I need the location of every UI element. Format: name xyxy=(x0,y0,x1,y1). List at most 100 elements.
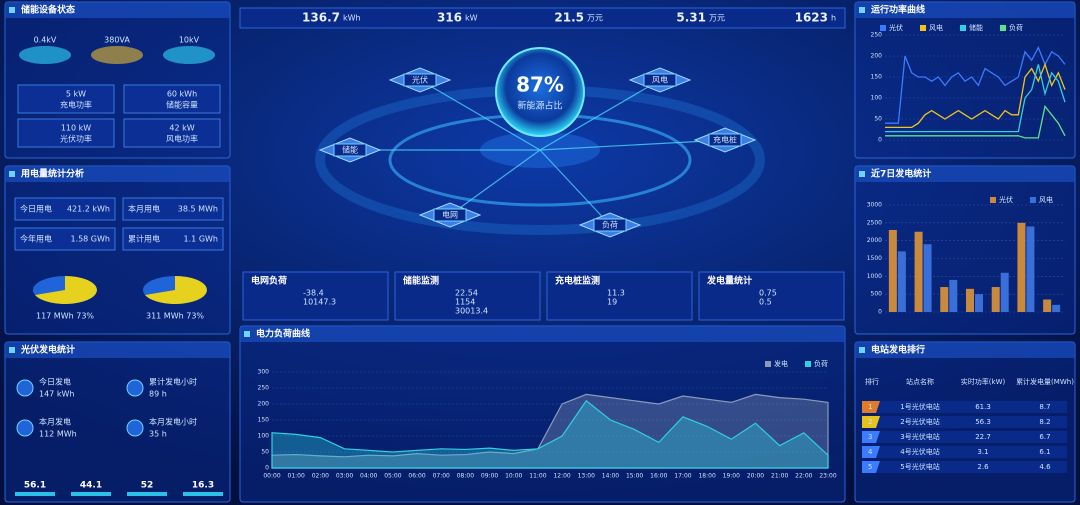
table-cell: 5号光伏电站 xyxy=(900,462,939,471)
legend-swatch xyxy=(990,197,996,203)
panel-title: 用电量统计分析 xyxy=(20,168,84,180)
info-value: 11.3 xyxy=(607,289,625,298)
item-icon xyxy=(126,419,144,437)
info-box xyxy=(546,271,693,321)
bar xyxy=(1052,304,1061,312)
usage-box xyxy=(14,197,116,221)
metric-value: 42 kW xyxy=(169,124,194,133)
node-tag xyxy=(403,73,437,87)
table-cell: 6.7 xyxy=(1039,433,1050,441)
metric-value: 60 kWh xyxy=(167,90,197,99)
item-label: 本月发电小时 xyxy=(149,417,197,427)
table-header: 实时功率(kW) xyxy=(961,377,1006,386)
x-tick-label: 08:00 xyxy=(457,473,474,480)
bar xyxy=(966,288,974,312)
node-label: 电网 xyxy=(442,210,458,220)
info-title: 电网负荷 xyxy=(251,275,287,287)
item-value: 112 MWh xyxy=(39,430,77,439)
table-cell: 2.6 xyxy=(977,463,989,471)
kpi-value: 316 xyxy=(437,11,462,25)
table-cell: 3号光伏电站 xyxy=(900,432,939,441)
header-icon xyxy=(244,331,250,337)
kpi-unit: 万元 xyxy=(709,14,725,23)
legend-swatch xyxy=(880,25,886,31)
info-box xyxy=(698,271,845,321)
bar xyxy=(888,229,897,312)
y-tick-label: 250 xyxy=(258,385,270,392)
table-cell: 3 xyxy=(868,433,872,441)
x-tick-label: 16:00 xyxy=(650,473,667,480)
header-icon xyxy=(859,171,865,177)
header-icon xyxy=(859,347,865,353)
x-tick-label: 18:00 xyxy=(698,473,715,480)
bottom-value: 44.1 xyxy=(80,481,102,491)
kpi-value: 136.7 xyxy=(302,11,340,25)
x-tick-label: 13:00 xyxy=(578,473,595,480)
table-cell: 22.7 xyxy=(975,433,991,441)
table-cell: 1号光伏电站 xyxy=(900,402,939,411)
info-value: 1154 xyxy=(455,298,475,307)
item-value: 89 h xyxy=(149,390,167,399)
kpi-value: 21.5 xyxy=(554,11,584,25)
y-tick-label: 0 xyxy=(878,137,882,144)
bar xyxy=(1043,299,1052,312)
bottom-base xyxy=(183,492,223,496)
node-tag xyxy=(333,143,367,157)
info-value: 0.75 xyxy=(759,289,777,298)
kpi-value: 5.31 xyxy=(676,11,706,25)
legend-label: 风电 xyxy=(1039,195,1053,204)
panel-header xyxy=(5,166,230,182)
table-cell: 8.2 xyxy=(1039,418,1050,426)
table-header: 累计发电量(MWh) xyxy=(1016,377,1074,386)
metric-value: 5 kW xyxy=(66,90,86,99)
table-cell: 4 xyxy=(868,448,873,456)
flow-line xyxy=(539,139,726,151)
metric-box xyxy=(17,118,115,148)
header-icon xyxy=(9,347,15,353)
bar xyxy=(1000,272,1009,312)
x-tick-label: 20:00 xyxy=(747,473,764,480)
x-tick-label: 15:00 xyxy=(626,473,643,480)
panel-header xyxy=(855,342,1075,358)
usage-value: 1.58 GWh xyxy=(70,235,110,244)
center-orb xyxy=(495,47,585,137)
y-tick-label: 50 xyxy=(261,449,269,456)
info-box xyxy=(242,271,389,321)
table-cell: 4号光伏电站 xyxy=(900,447,939,456)
info-value: 0.5 xyxy=(759,298,772,307)
x-tick-label: 17:00 xyxy=(674,473,691,480)
device-icon xyxy=(91,46,143,64)
panel-header xyxy=(5,342,230,358)
legend-swatch xyxy=(1030,197,1036,203)
info-title: 充电桩监测 xyxy=(555,275,600,287)
table-header: 排行 xyxy=(865,377,879,386)
flow-line xyxy=(419,79,541,151)
rank-badge xyxy=(862,401,880,413)
panel xyxy=(854,165,1076,335)
panel-title: 电力负荷曲线 xyxy=(256,328,310,340)
legend-swatch xyxy=(960,25,966,31)
header-icon xyxy=(9,7,15,13)
item-label: 今日发电 xyxy=(39,377,71,387)
item-label: 本月发电 xyxy=(39,417,71,427)
y-tick-label: 3000 xyxy=(867,202,882,209)
usage-box xyxy=(14,227,116,251)
metric-value: 110 kW xyxy=(61,124,91,133)
node-tag xyxy=(593,218,627,232)
usage-label: 今日用电 xyxy=(20,204,52,214)
area xyxy=(271,393,829,469)
node-label: 充电桩 xyxy=(713,135,737,145)
table-row xyxy=(862,446,1067,458)
node-label: 负荷 xyxy=(602,220,618,230)
usage-box xyxy=(122,197,224,221)
bottom-value: 16.3 xyxy=(192,481,214,491)
usage-label: 本月用电 xyxy=(128,204,160,214)
metric-box xyxy=(123,84,221,114)
legend-label: 光伏 xyxy=(889,23,903,32)
metric-label: 储能容量 xyxy=(166,100,198,110)
info-value: 22.54 xyxy=(455,289,478,298)
usage-value: 421.2 kWh xyxy=(67,205,110,214)
y-tick-label: 500 xyxy=(871,291,883,298)
table-cell: 4.6 xyxy=(1039,463,1051,471)
